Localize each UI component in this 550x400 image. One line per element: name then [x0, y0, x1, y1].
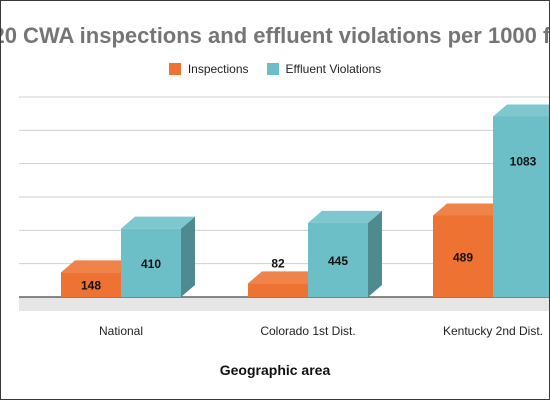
- legend-item-inspections: Inspections: [168, 62, 249, 76]
- legend-swatch-effluent-violations: [266, 63, 279, 75]
- bar-effluent-violations-kentucky-2nd-dist: [493, 116, 549, 297]
- bar-top-inspections-kentucky-2nd-dist: [433, 203, 507, 216]
- legend-swatch-inspections: [168, 63, 181, 75]
- bar-top-effluent-violations-kentucky-2nd-dist: [493, 104, 549, 117]
- bar-inspections-kentucky-2nd-dist: [433, 215, 493, 297]
- bar-side-effluent-violations-national: [181, 216, 195, 297]
- data-label-inspections-national: 148: [81, 279, 101, 293]
- data-label-effluent-violations-colorado-1st-dist: 445: [328, 254, 348, 268]
- bar-top-effluent-violations-colorado-1st-dist: [308, 210, 382, 223]
- data-label-inspections-kentucky-2nd-dist: 489: [453, 250, 473, 264]
- bar-top-effluent-violations-national: [121, 216, 195, 229]
- x-axis-label: Geographic area: [219, 362, 331, 378]
- x-tick-label-kentucky-2nd-dist: Kentucky 2nd Dist.: [443, 324, 543, 338]
- bar-top-inspections-national: [61, 260, 135, 273]
- floor-plane: [19, 297, 549, 311]
- legend: Inspections Effluent Violations: [1, 62, 549, 76]
- legend-label-effluent-violations: Effluent Violations: [285, 62, 382, 76]
- legend-label-inspections: Inspections: [187, 62, 249, 76]
- chart-title: 2020 CWA inspections and effluent violat…: [1, 23, 550, 48]
- bar-effluent-violations-colorado-1st-dist: [308, 222, 368, 297]
- bar-inspections-national: [61, 272, 121, 297]
- bar-top-inspections-colorado-1st-dist: [248, 271, 322, 284]
- x-tick-label-national: National: [99, 324, 143, 338]
- bar-effluent-violations-national: [121, 228, 181, 297]
- legend-item-effluent-violations: Effluent Violations: [266, 62, 382, 76]
- data-label-effluent-violations-kentucky-2nd-dist: 1083: [510, 155, 537, 169]
- x-tick-label-colorado-1st-dist: Colorado 1st Dist.: [260, 324, 355, 338]
- bar-side-effluent-violations-colorado-1st-dist: [368, 210, 382, 297]
- data-label-inspections-colorado-1st-dist: 82: [271, 256, 285, 270]
- bar-inspections-colorado-1st-dist: [248, 283, 308, 297]
- data-label-effluent-violations-national: 410: [141, 257, 161, 271]
